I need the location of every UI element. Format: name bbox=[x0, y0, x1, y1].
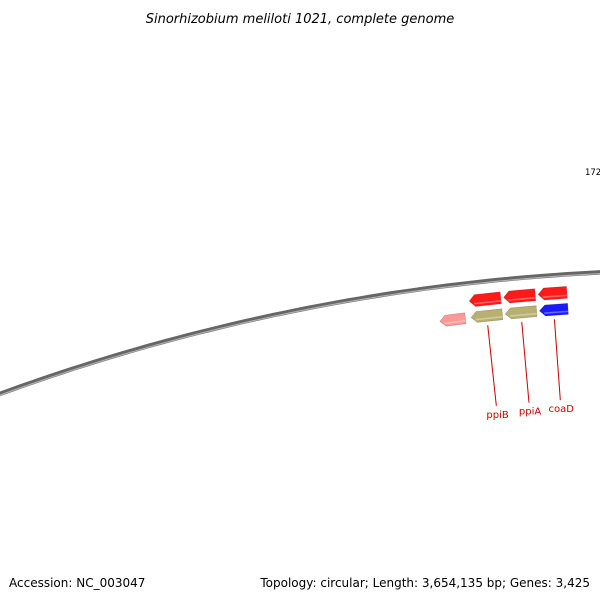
coaD-label-leader bbox=[553, 319, 561, 401]
ppiB-label-leader bbox=[487, 325, 497, 406]
gene-shading bbox=[444, 320, 466, 325]
genome-backbone bbox=[0, 270, 600, 397]
unnamed-gene-arrow bbox=[439, 312, 467, 327]
ppiB-gene-arrow bbox=[468, 291, 502, 307]
coaD-gene-arrow bbox=[539, 303, 569, 317]
gene-shading bbox=[474, 300, 502, 305]
genome-summary-text: Topology: circular; Length: 3,654,135 bp… bbox=[260, 576, 590, 590]
gene-shading bbox=[509, 312, 537, 317]
gene-shading bbox=[508, 296, 536, 301]
gene-labels: SMc01214SMc01210SMc01213SMc01212SMc01211… bbox=[486, 319, 574, 421]
gene-features bbox=[439, 286, 569, 327]
gene-shading bbox=[544, 310, 569, 314]
map-title: Sinorhizobium meliloti 1021, complete ge… bbox=[146, 12, 455, 27]
backbone-line bbox=[0, 270, 600, 397]
accession-text: Accession: NC_003047 bbox=[9, 576, 146, 590]
ppiB-gene-arrow bbox=[470, 308, 504, 323]
backbone-highlight bbox=[0, 273, 600, 396]
ppiA-label-leader bbox=[521, 321, 530, 403]
tick-label: 1720 kbp bbox=[585, 168, 600, 178]
ppiA-label: ppiA bbox=[519, 407, 541, 418]
ppiA-gene-arrow bbox=[503, 288, 537, 304]
ppiA-gene-arrow bbox=[504, 305, 538, 320]
gene-shading bbox=[542, 294, 568, 298]
coaD-label: coaD bbox=[548, 404, 574, 415]
gene-shading bbox=[475, 316, 503, 321]
scale-ticks: 1713 kbp1714 kbp1715 kbp1716 kbp1717 kbp… bbox=[585, 168, 600, 178]
coaD-gene-arrow bbox=[537, 286, 568, 301]
ppiB-label: ppiB bbox=[486, 410, 508, 421]
